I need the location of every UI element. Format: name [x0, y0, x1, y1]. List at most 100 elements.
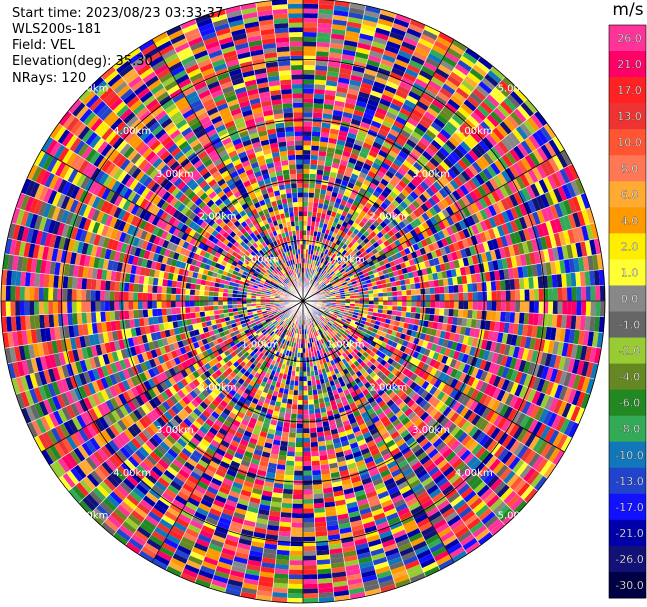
- radar-gate: [416, 325, 424, 333]
- radar-gate: [365, 529, 379, 539]
- radar-gate: [457, 431, 469, 444]
- radar-gate: [476, 282, 483, 292]
- radar-gate: [375, 396, 384, 405]
- radar-gate: [496, 258, 504, 270]
- radar-gate: [255, 356, 262, 363]
- radar-gate: [312, 336, 317, 343]
- radar-gate: [464, 344, 472, 355]
- radar-gate: [478, 139, 491, 153]
- radar-gate: [290, 316, 294, 322]
- radar-gate: [363, 307, 369, 312]
- radar-gate: [267, 428, 276, 435]
- radar-gate: [527, 375, 537, 389]
- radar-gate: [375, 197, 384, 206]
- radar-gate: [245, 510, 258, 518]
- radar-gate: [281, 502, 293, 509]
- radar-gate: [250, 433, 260, 441]
- radar-gate: [440, 393, 450, 404]
- radar-gate: [315, 217, 321, 223]
- radar-gate: [309, 230, 315, 236]
- radar-gate: [174, 549, 190, 560]
- radar-gate: [357, 155, 367, 164]
- radar-gate: [376, 170, 386, 179]
- radar-gate: [342, 272, 348, 278]
- radar-gate: [343, 404, 351, 412]
- radar-gate: [315, 174, 323, 180]
- radar-gate: [279, 321, 285, 326]
- radar-gate: [368, 307, 374, 313]
- radar-gate: [487, 260, 495, 272]
- radar-gate: [297, 347, 301, 353]
- radar-gate: [126, 474, 139, 487]
- radar-gate: [425, 301, 431, 308]
- radar-gate: [356, 551, 372, 560]
- radar-gate: [206, 486, 219, 495]
- radar-gate: [303, 126, 313, 132]
- radar-gate: [593, 269, 600, 286]
- radar-gate: [311, 469, 322, 476]
- radar-gate: [239, 361, 247, 368]
- radar-gate: [399, 316, 406, 323]
- radar-gate: [397, 507, 411, 517]
- radar-gate: [323, 496, 335, 503]
- radar-gate: [253, 449, 263, 456]
- radar-gate: [556, 152, 568, 169]
- radar-gate: [272, 339, 278, 345]
- radar-gate: [469, 68, 485, 81]
- radar-gate: [325, 85, 337, 92]
- radar-gate: [394, 215, 403, 224]
- radar-gate: [205, 447, 216, 457]
- radar-gate: [277, 325, 283, 331]
- radar-gate: [343, 487, 355, 495]
- radar-gate: [347, 236, 354, 243]
- radar-gate: [184, 384, 193, 394]
- radar-gate: [314, 512, 326, 518]
- radar-gate: [157, 477, 170, 489]
- radar-gate: [450, 165, 461, 177]
- radar-gate: [333, 267, 339, 273]
- radar-gate: [503, 246, 511, 258]
- radar-gate: [466, 517, 482, 531]
- radar-gate: [356, 42, 372, 51]
- radar-gate: [202, 422, 212, 431]
- radar-gate: [206, 464, 218, 474]
- radar-gate: [437, 362, 446, 372]
- radar-gate: [260, 494, 272, 502]
- radar-gate: [489, 411, 500, 425]
- radar-gate: [450, 368, 459, 379]
- radar-gate: [275, 468, 286, 475]
- radar-gate: [467, 255, 474, 266]
- radar-gate: [520, 447, 533, 462]
- radar-gate: [559, 168, 571, 184]
- radar-gate: [435, 344, 443, 354]
- radar-gate: [356, 351, 363, 358]
- radar-gate: [231, 481, 244, 490]
- radar-gate: [269, 506, 282, 513]
- radar-gate: [278, 526, 292, 532]
- radar-gate: [563, 371, 572, 388]
- radar-gate: [102, 497, 117, 512]
- radar-gate: [388, 271, 395, 278]
- radar-gate: [263, 481, 275, 488]
- radar-gate: [349, 303, 355, 307]
- radar-gate: [319, 268, 324, 274]
- radar-gate: [131, 452, 143, 465]
- radar-gate: [508, 244, 516, 257]
- radar-gate: [470, 388, 480, 401]
- radar-gate: [372, 285, 378, 290]
- radar-gate: [196, 480, 209, 491]
- radar-gate: [576, 391, 586, 408]
- radar-gate: [380, 279, 387, 285]
- radar-gate: [277, 535, 291, 542]
- radar-gate: [396, 538, 411, 548]
- radar-gate: [267, 352, 273, 359]
- radar-gate: [355, 434, 365, 442]
- radar-gate: [515, 412, 526, 427]
- radar-gate: [590, 285, 596, 301]
- radar-gate: [320, 282, 325, 287]
- radar-gate: [379, 274, 386, 281]
- radar-gate: [104, 518, 119, 533]
- radar-gate: [243, 414, 252, 422]
- radar-gate: [365, 460, 376, 469]
- radar-gate: [316, 266, 321, 272]
